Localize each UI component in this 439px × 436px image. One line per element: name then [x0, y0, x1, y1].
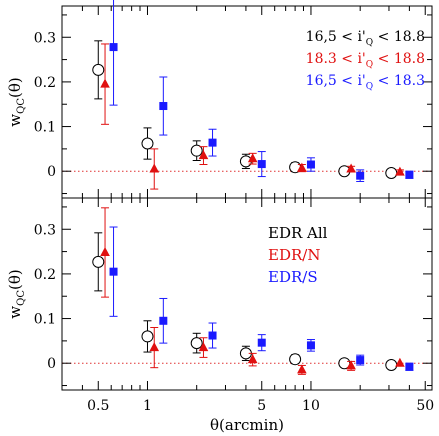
legend-entry: EDR All: [268, 224, 328, 242]
data-point-square: [405, 362, 414, 371]
data-point-square: [208, 331, 217, 340]
data-point-square: [257, 160, 266, 169]
y-tick-label: 0.3: [34, 222, 56, 238]
x-tick-label: 0.5: [87, 398, 109, 414]
data-point-triangle: [149, 342, 160, 352]
data-point-square: [306, 160, 315, 169]
x-tick-label: 5: [257, 398, 266, 414]
data-point-square: [306, 341, 315, 350]
y-axis-label: wQC(θ): [6, 269, 27, 318]
data-point-circle: [92, 255, 105, 268]
data-point-circle: [141, 330, 154, 343]
top-panel: 0 0.1 0.2 0.3 wQC(θ) 16,5 < i'Q < 18.8 18.3 < …: [6, 0, 433, 199]
legend-entry: EDR/S: [268, 268, 318, 286]
y-tick-label: 0: [47, 164, 56, 180]
data-point-circle: [190, 337, 203, 350]
data-point-square: [109, 43, 118, 52]
data-point-square: [208, 138, 217, 147]
data-point-triangle: [297, 364, 307, 374]
legend-entry: 16,5 < i'Q < 18.3: [306, 73, 425, 92]
y-tick-label: 0: [47, 356, 56, 372]
data-point-triangle: [247, 354, 258, 364]
data-point-circle: [385, 358, 398, 371]
data-point-square: [405, 170, 414, 179]
data-point-triangle: [346, 163, 356, 173]
legend-entry: EDR/N: [268, 246, 320, 264]
x-tick-label: 10: [302, 398, 320, 414]
data-point-circle: [289, 353, 302, 366]
bottom-panel: 0 0.1 0.2 0.3 0.5 1 5 10 50 wQC(θ) θ(arcmin) EDR Al…: [6, 197, 434, 434]
y-tick-label: 0.1: [34, 312, 56, 328]
data-point-square: [159, 102, 168, 111]
y-tick-label: 0.1: [34, 120, 56, 136]
y-tick-label: 0.2: [34, 75, 56, 91]
data-point-square: [356, 356, 365, 365]
data-point-triangle: [198, 342, 209, 352]
x-axis-label: θ(arcmin): [210, 416, 284, 434]
legend-entry: 18.3 < i'Q < 18.8: [306, 51, 425, 70]
data-point-square: [257, 338, 266, 347]
data-point-triangle: [149, 163, 160, 173]
data-point-square: [159, 316, 168, 325]
data-point-triangle: [297, 162, 307, 172]
data-point-triangle: [346, 360, 356, 370]
y-tick-label: 0.2: [34, 267, 56, 283]
legend-entry: 16,5 < i'Q < 18.8: [306, 29, 425, 48]
data-point-circle: [385, 166, 398, 179]
data-point-circle: [92, 63, 105, 76]
data-point-square: [356, 171, 365, 180]
y-axis-label: wQC(θ): [6, 77, 27, 126]
data-point-triangle: [100, 246, 110, 256]
y-tick-label: 0.3: [34, 30, 56, 46]
plot-frame: [61, 197, 433, 391]
data-point-circle: [141, 137, 154, 150]
data-point-circle: [190, 144, 203, 157]
data-point-triangle: [100, 78, 110, 88]
data-point-square: [109, 267, 118, 276]
x-tick-label: 50: [416, 398, 434, 414]
data-point-triangle: [247, 153, 258, 163]
x-tick-label: 1: [143, 398, 152, 414]
data-point-triangle: [198, 150, 209, 160]
data-point-triangle: [395, 357, 405, 367]
data-point-triangle: [395, 166, 405, 176]
